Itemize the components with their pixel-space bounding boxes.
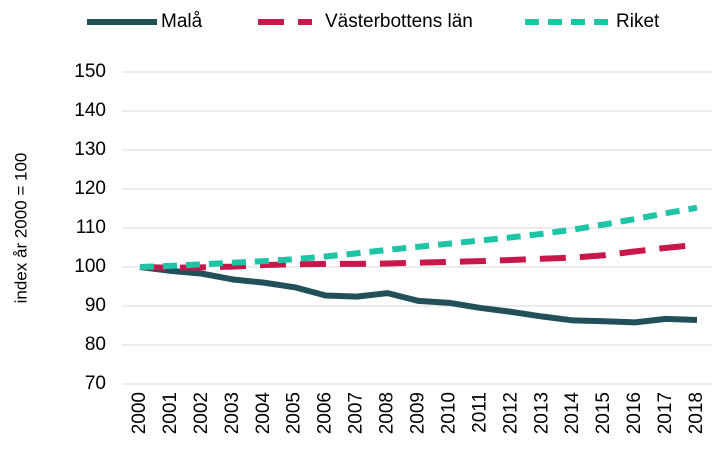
x-tick-label: 2002 [191,392,212,434]
x-tick-label: 2013 [531,392,552,434]
x-tick-label: 2009 [408,392,429,434]
y-tick-label: 120 [74,178,106,199]
y-tick-label: 90 [85,295,106,316]
x-tick-label: 2018 [686,392,707,434]
y-tick-label: 110 [76,217,106,238]
x-tick-label: 2005 [284,392,305,434]
legend-label: Västerbottens län [325,11,473,32]
y-tick-label: 150 [74,61,106,82]
x-tick-label: 2003 [222,392,243,434]
x-tick-label: 2007 [346,392,367,434]
series-line [139,204,698,270]
series-line [139,241,698,271]
x-tick-label: 2014 [562,392,583,435]
y-tick-label: 80 [85,334,106,355]
x-tick-label: 2011 [469,392,490,433]
y-tick-label: 100 [74,256,106,277]
legend-label: Riket [616,11,660,32]
y-axis-label: index år 2000 = 100 [11,153,30,304]
y-tick-label: 70 [85,373,106,394]
x-tick-label: 2010 [438,392,459,434]
x-tick-label: 2012 [500,392,521,434]
legend-label: Malå [161,11,203,32]
x-tick-label: 2006 [315,392,336,434]
x-tick-label: 2015 [593,392,614,434]
x-tick-label: 2016 [624,392,645,434]
x-tick-label: 2008 [377,392,398,434]
x-tick-label: 2001 [160,392,181,434]
x-tick-label: 2017 [655,392,676,434]
x-tick-label: 2000 [129,392,150,434]
series-line [139,264,698,326]
x-tick-label: 2004 [253,392,274,435]
y-tick-label: 140 [74,100,106,121]
y-tick-label: 130 [74,139,106,160]
